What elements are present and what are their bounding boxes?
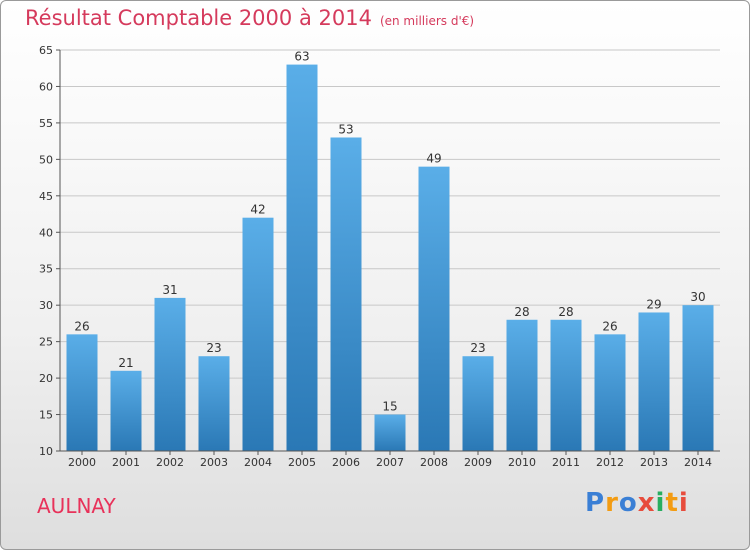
- bar-2006: [330, 137, 362, 451]
- x-tick-label: 2003: [200, 456, 228, 469]
- bar-value-label: 29: [646, 297, 661, 311]
- bar-value-label: 23: [206, 341, 221, 355]
- bars: 26 21 31 23 42 63 53 15 49 23 28 28 26 29 30: [66, 50, 714, 451]
- x-tick-label: 2002: [156, 456, 184, 469]
- x-tick-label: 2005: [288, 456, 316, 469]
- bar-value-label: 15: [382, 400, 397, 414]
- x-tick-label: 2013: [640, 456, 668, 469]
- y-tick-label: 55: [39, 117, 53, 130]
- logo-letter: P: [585, 488, 606, 518]
- bar-2002: [154, 297, 186, 451]
- bar-2012: [594, 334, 626, 451]
- x-tick-label: 2011: [552, 456, 580, 469]
- y-tick-label: 40: [39, 226, 53, 239]
- y-axis-ticks: 10 15 20 25 30 35 40 45 50 55 60 65: [39, 44, 60, 458]
- bar-2009: [462, 356, 494, 451]
- bar-value-label: 49: [426, 152, 441, 166]
- bar-2003: [198, 356, 230, 451]
- logo-letter: i: [655, 488, 666, 518]
- chart-subtitle: (en milliers d'€): [379, 14, 475, 28]
- y-tick-label: 10: [39, 445, 53, 458]
- bar-2007: [374, 414, 406, 451]
- bar-value-label: 28: [514, 305, 529, 319]
- y-tick-label: 25: [39, 336, 53, 349]
- bar-2008: [418, 166, 450, 451]
- bar-2013: [638, 312, 670, 451]
- bar-value-label: 28: [558, 305, 573, 319]
- logo-letter: t: [665, 488, 679, 518]
- y-tick-label: 35: [39, 263, 53, 276]
- bar-2010: [506, 319, 538, 451]
- x-tick-label: 2012: [596, 456, 624, 469]
- logo-letter: r: [605, 488, 619, 518]
- x-tick-label: 2006: [332, 456, 360, 469]
- x-tick-label: 2009: [464, 456, 492, 469]
- commune-name: AULNAY: [37, 494, 116, 518]
- bar-2001: [110, 370, 142, 451]
- chart-title: Résultat Comptable 2000 à 2014 (en millie…: [25, 6, 474, 30]
- chart-title-text: Résultat Comptable 2000 à 2014: [25, 6, 372, 30]
- bar-value-label: 21: [118, 356, 133, 370]
- bar-value-label: 42: [250, 203, 265, 217]
- x-tick-label: 2000: [68, 456, 96, 469]
- bar-value-label: 23: [470, 341, 485, 355]
- bar-value-label: 53: [338, 122, 353, 136]
- y-tick-label: 15: [39, 409, 53, 422]
- proxiti-logo: Proxiti: [585, 488, 689, 518]
- bar-2004: [242, 217, 274, 451]
- x-tick-label: 2010: [508, 456, 536, 469]
- bar-value-label: 63: [294, 50, 309, 64]
- y-tick-label: 65: [39, 44, 53, 57]
- x-tick-label: 2001: [112, 456, 140, 469]
- logo-letter: x: [637, 488, 656, 518]
- bar-2005: [286, 64, 318, 451]
- bar-value-label: 26: [74, 319, 89, 333]
- x-tick-label: 2007: [376, 456, 404, 469]
- logo-letter: o: [618, 488, 638, 518]
- bar-2000: [66, 334, 98, 451]
- x-tick-label: 2014: [684, 456, 712, 469]
- x-axis-ticks: 2000 2001 2002 2003 2004 2005 2006 2007 2008 2009…: [68, 451, 712, 469]
- bar-2014: [682, 305, 714, 451]
- x-tick-label: 2004: [244, 456, 272, 469]
- y-tick-label: 60: [39, 80, 53, 93]
- y-tick-label: 45: [39, 190, 53, 203]
- logo-letter: i: [678, 488, 689, 518]
- y-tick-label: 30: [39, 299, 53, 312]
- y-tick-label: 50: [39, 153, 53, 166]
- y-tick-label: 20: [39, 372, 53, 385]
- bar-value-label: 26: [602, 319, 617, 333]
- bar-2011: [550, 319, 582, 451]
- x-tick-label: 2008: [420, 456, 448, 469]
- bar-value-label: 30: [690, 290, 705, 304]
- bar-value-label: 31: [162, 283, 177, 297]
